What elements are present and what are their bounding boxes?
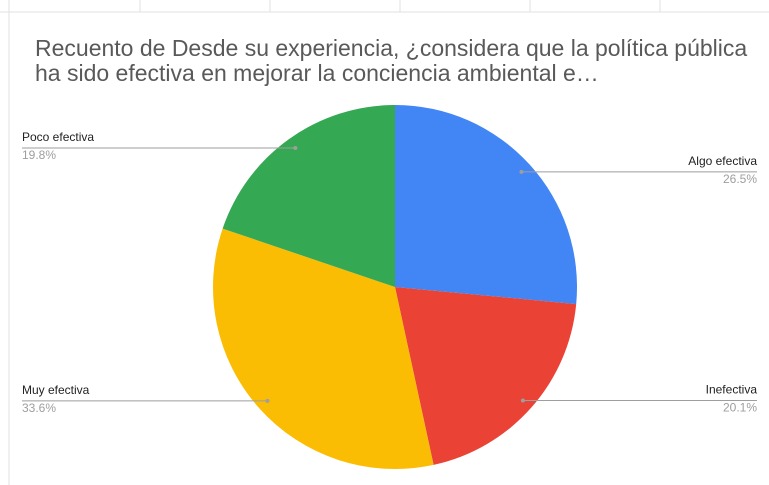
pie-slice xyxy=(222,105,395,287)
slice-percent: 19.8% xyxy=(22,148,56,162)
slice-label: Muy efectiva xyxy=(22,383,90,397)
slice-label: Algo efectiva xyxy=(688,154,757,168)
leader-dot xyxy=(519,169,524,174)
slice-label: Poco efectiva xyxy=(22,130,94,144)
pie-slice xyxy=(213,228,434,469)
chart-title: Recuento de Desde su experiencia, ¿consi… xyxy=(35,35,748,86)
slice-percent: 20.1% xyxy=(723,401,757,415)
pie-slice xyxy=(395,287,577,465)
leader-dot xyxy=(265,398,270,403)
leader-dot xyxy=(520,398,525,403)
slice-percent: 26.5% xyxy=(723,172,757,186)
pie-slice xyxy=(395,105,577,305)
leader-dot xyxy=(293,146,298,151)
slice-percent: 33.6% xyxy=(22,401,56,415)
slice-label: Inefectiva xyxy=(706,383,758,397)
